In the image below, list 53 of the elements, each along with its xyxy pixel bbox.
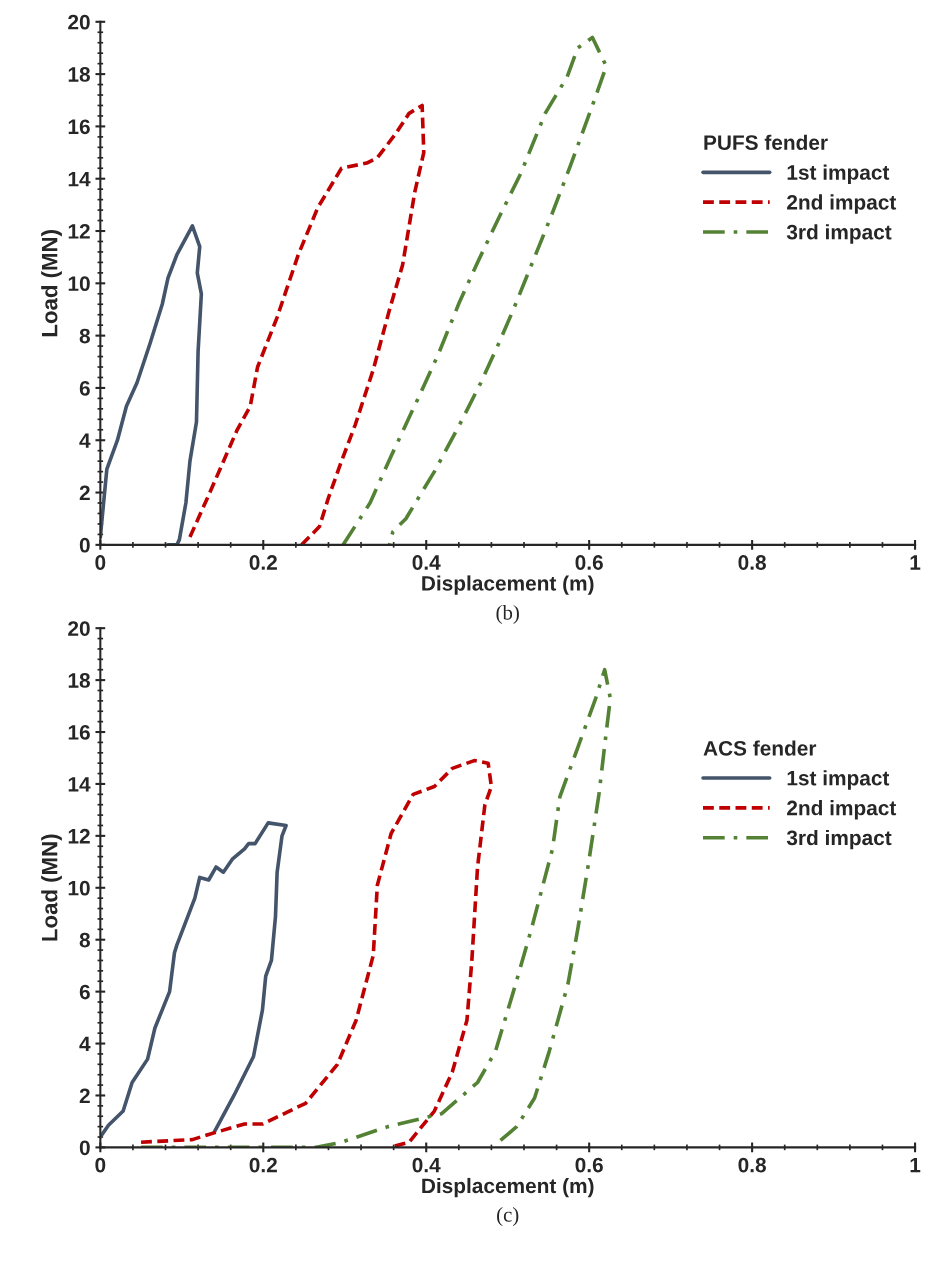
y-tick-label: 0: [79, 537, 90, 553]
y-tick-label: 6: [79, 380, 90, 396]
y-axis-title: Load (MN): [41, 834, 62, 941]
y-tick-label: 12: [68, 828, 90, 844]
x-axis-title: Displacement (m): [422, 575, 594, 595]
legend-title: ACS fender: [703, 740, 817, 756]
x-tick-label: 0.2: [249, 555, 277, 570]
y-tick-label: 20: [68, 621, 90, 636]
y-tick-label: 18: [68, 673, 90, 688]
y-tick-label: 14: [68, 171, 91, 187]
x-tick-label: 0.4: [412, 555, 441, 570]
y-axis-title: Load (MN): [41, 230, 62, 337]
y-tick-label: 18: [68, 67, 90, 82]
x-tick-label: 0.4: [412, 1157, 441, 1173]
x-tick-label: 1: [910, 555, 921, 570]
line-series: [100, 821, 288, 1139]
y-tick-label: 10: [68, 276, 90, 292]
legend-title: PUFS fender: [704, 134, 828, 150]
y-tick-label: 12: [68, 224, 90, 239]
text: (b): [496, 605, 519, 624]
y-tick-label: 16: [68, 119, 90, 135]
y-tick-label: 0: [79, 1140, 90, 1156]
y-tick-label: 8: [79, 328, 90, 344]
x-tick-label: 0.6: [575, 555, 603, 570]
legend-label: 2nd impact: [787, 800, 897, 820]
x-tick-label: 0.8: [738, 1157, 766, 1173]
y-tick-label: 4: [79, 1036, 91, 1052]
line-series: [341, 35, 609, 545]
y-tick-label: 10: [68, 880, 90, 896]
legend-label: 1st impact: [787, 164, 890, 184]
legend-label: 3rd impact: [786, 829, 892, 850]
y-tick-label: 14: [68, 777, 91, 792]
x-axis-title: Displacement (m): [422, 1177, 594, 1198]
x-tick-label: 1: [910, 1157, 921, 1173]
text: (c): [497, 1207, 519, 1226]
x-tick-label: 0: [95, 555, 106, 570]
x-tick-label: 0.2: [249, 1157, 277, 1173]
y-tick-label: 6: [79, 984, 90, 1000]
x-tick-label: 0: [95, 1157, 106, 1173]
x-tick-label: 0.8: [738, 555, 766, 570]
y-tick-label: 16: [68, 725, 90, 740]
line-series: [100, 223, 204, 545]
y-tick-label: 20: [68, 14, 90, 30]
line-series: [188, 103, 426, 545]
y-tick-label: 2: [79, 1088, 90, 1104]
legend-label: 1st impact: [787, 770, 890, 790]
line-series: [139, 758, 494, 1148]
y-tick-label: 4: [79, 433, 91, 448]
x-tick-label: 0.6: [575, 1157, 603, 1173]
legend-label: 2nd impact: [787, 194, 897, 214]
y-tick-label: 8: [79, 932, 90, 948]
legend-label: 3rd impact: [786, 224, 892, 244]
y-tick-label: 2: [79, 485, 90, 501]
